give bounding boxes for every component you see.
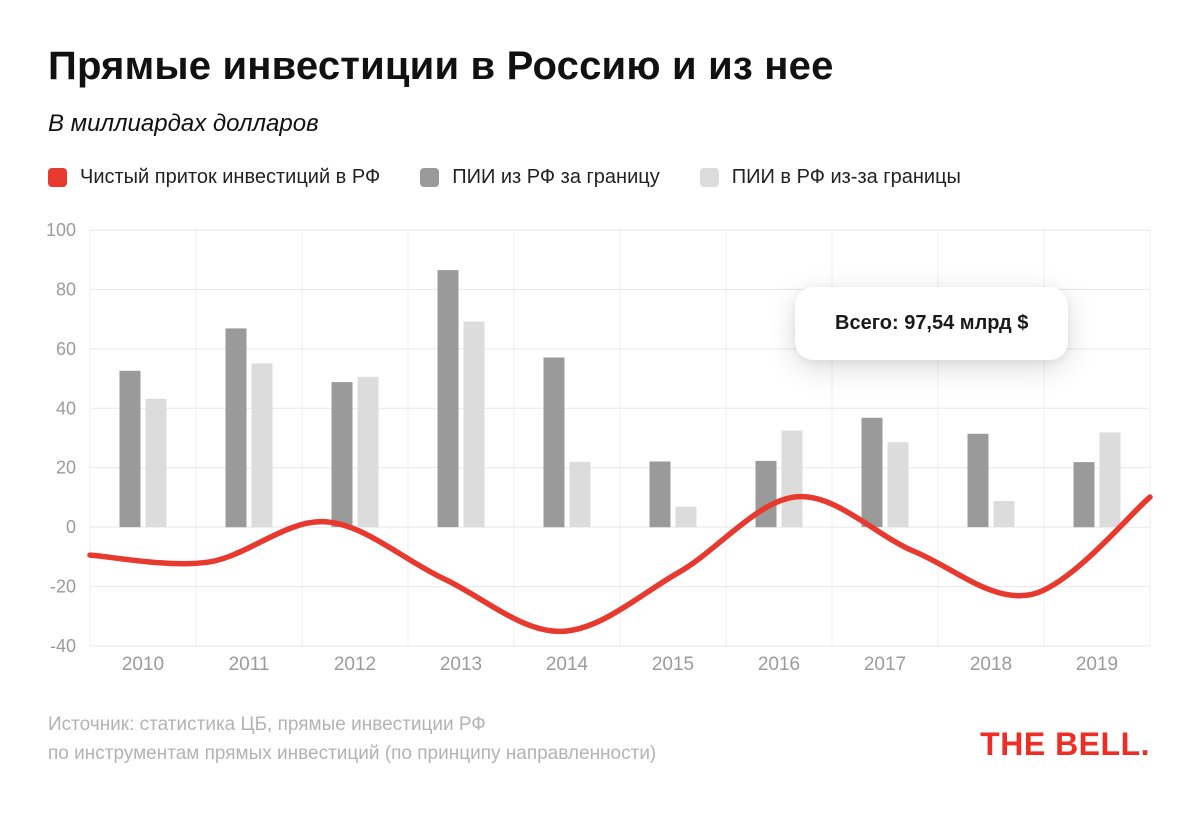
chart-legend: Чистый приток инвестиций в РФ ПИИ из РФ … [48, 166, 961, 189]
bar-outbound-2016[interactable] [755, 460, 777, 528]
y-tick-label: 40 [56, 398, 76, 418]
bar-outbound-2015[interactable] [649, 461, 671, 528]
bar-outbound-2019[interactable] [1073, 462, 1095, 528]
bar-inbound-2018[interactable] [993, 501, 1015, 528]
page-title: Прямые инвестиции в Россию и из нее [48, 44, 834, 88]
x-tick-label: 2019 [1076, 654, 1118, 675]
net-inflow-line[interactable] [87, 494, 1153, 635]
x-tick-label: 2014 [546, 654, 589, 675]
bar-outbound-2012[interactable] [331, 382, 353, 528]
bar-outbound-2013[interactable] [437, 270, 459, 528]
x-tick-label: 2010 [122, 654, 164, 675]
y-tick-label: 20 [56, 458, 76, 478]
bar-inbound-2015[interactable] [675, 506, 697, 528]
bar-inbound-2013[interactable] [463, 321, 485, 528]
y-tick-label: -40 [50, 636, 76, 656]
y-tick-label: 60 [56, 339, 76, 359]
bar-inbound-2016[interactable] [781, 430, 803, 528]
bar-inbound-2014[interactable] [569, 461, 591, 528]
x-tick-label: 2012 [334, 654, 376, 675]
x-tick-label: 2011 [229, 654, 270, 675]
bar-inbound-2017[interactable] [887, 442, 909, 528]
the-bell-logo: THE BELL. [980, 726, 1150, 762]
y-tick-label: 100 [46, 220, 76, 240]
bar-outbound-2011[interactable] [225, 328, 247, 528]
investment-chart: 100 80 60 40 20 0 -20 -40 2010 2011 2012 2013 2014 20… [46, 220, 1153, 675]
legend-item-fdi-inbound[interactable]: ПИИ в РФ из-за границы [699, 166, 961, 189]
tooltip-text: Всего: 97,54 млрд $ [835, 312, 1029, 334]
bar-outbound-2018[interactable] [967, 433, 989, 528]
legend-swatch-light-gray [699, 168, 719, 187]
legend-item-fdi-outbound[interactable]: ПИИ из РФ за границу [420, 166, 660, 189]
chart-tooltip: Всего: 97,54 млрд $ [795, 287, 1069, 360]
bar-inbound-2010[interactable] [145, 398, 167, 528]
bar-outbound-2017[interactable] [861, 417, 883, 528]
legend-label: Чистый приток инвестиций в РФ [80, 166, 381, 188]
source-line-2: по инструментам прямых инвестиций (по пр… [48, 743, 657, 765]
y-tick-label: 80 [56, 279, 76, 299]
x-tick-label: 2013 [440, 654, 482, 675]
x-tick-label: 2015 [652, 654, 694, 675]
legend-swatch-dark-gray [420, 168, 440, 187]
bar-outbound-2010[interactable] [119, 370, 141, 528]
legend-item-net-inflow[interactable]: Чистый приток инвестиций в РФ [48, 166, 380, 189]
bar-inbound-2019[interactable] [1099, 432, 1121, 528]
x-tick-label: 2017 [864, 654, 906, 675]
y-tick-label: -20 [50, 577, 76, 597]
source-line-1: Источник: статистика ЦБ, прямые инвестиц… [48, 714, 486, 735]
source-note: Источник: статистика ЦБ, прямые инвестиц… [48, 710, 656, 769]
page-subtitle: В миллиардах долларов [48, 110, 319, 137]
bar-inbound-2011[interactable] [251, 363, 273, 528]
legend-label: ПИИ из РФ за границу [452, 166, 660, 188]
x-tick-label: 2018 [970, 654, 1012, 675]
legend-swatch-red [48, 168, 67, 187]
y-tick-label: 0 [66, 517, 76, 537]
legend-label: ПИИ в РФ из-за границы [731, 166, 961, 188]
bar-inbound-2012[interactable] [357, 376, 379, 528]
x-tick-label: 2016 [758, 654, 800, 675]
bar-outbound-2014[interactable] [543, 357, 565, 528]
